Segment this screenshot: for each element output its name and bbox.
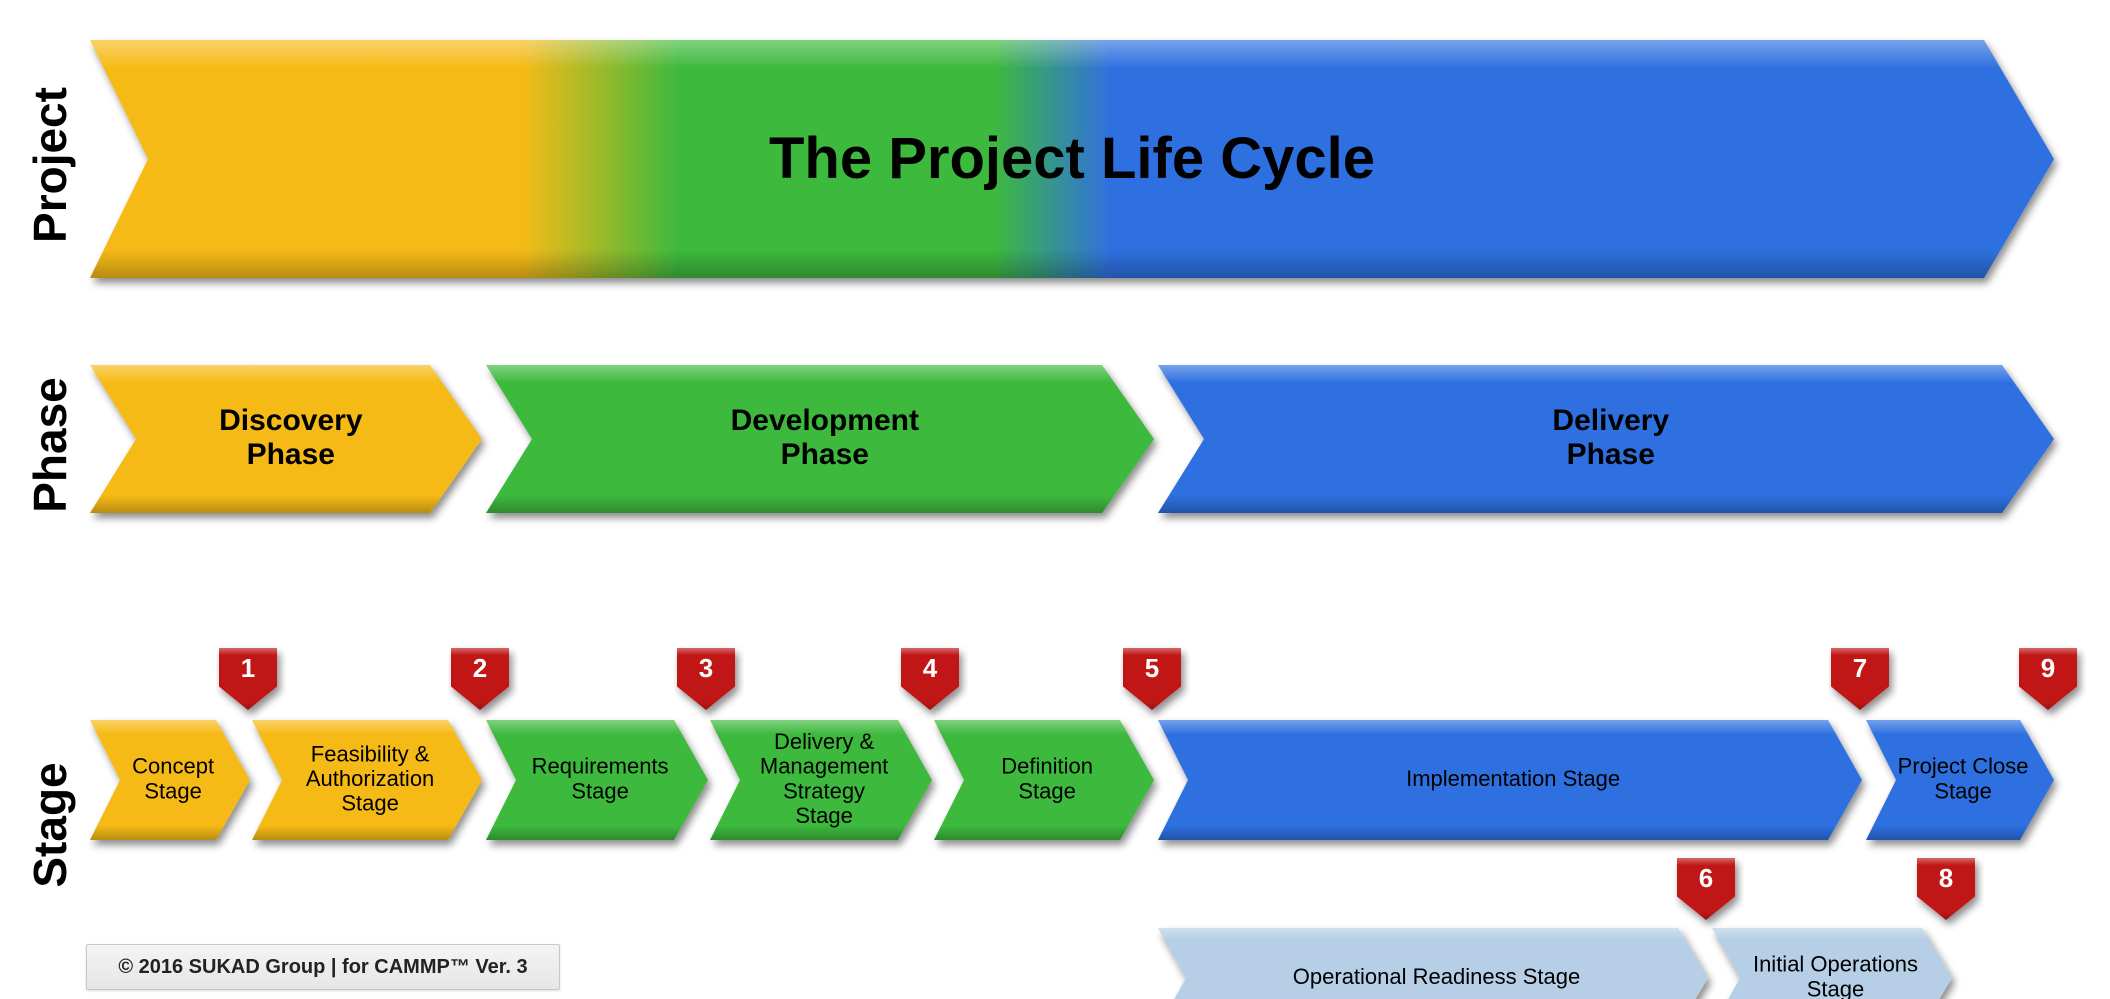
stage-op-readiness-label: Operational Readiness Stage [1293, 964, 1580, 989]
stage-implementation: Implementation Stage [1158, 720, 1862, 840]
badge-number: 9 [2041, 653, 2055, 683]
stage-initial-ops: Initial OperationsStage [1712, 928, 1952, 999]
diagram-canvas: The Project Life Cycle DiscoveryPhaseDev… [0, 0, 2110, 999]
badge-number: 6 [1699, 863, 1713, 893]
row-label-stage: Stage [23, 745, 77, 905]
stage-gate-badge-3: 3 [677, 648, 735, 710]
row-label-phase: Phase [23, 365, 77, 525]
stage-gate-badge-4: 4 [901, 648, 959, 710]
phase-discovery: DiscoveryPhase [90, 365, 482, 513]
row-label-project: Project [23, 85, 77, 245]
stage-gate-badge-9: 9 [2019, 648, 2077, 710]
project-title: The Project Life Cycle [769, 126, 1375, 191]
stage-gate-badge-7: 7 [1831, 648, 1889, 710]
badge-number: 4 [923, 653, 938, 683]
stage-dms: Delivery &ManagementStrategyStage [710, 720, 932, 840]
badge-number: 2 [473, 653, 487, 683]
stage-requirements: RequirementsStage [486, 720, 708, 840]
badge-number: 3 [699, 653, 713, 683]
phase-delivery-label: DeliveryPhase [1552, 404, 1669, 471]
stage-op-readiness: Operational Readiness Stage [1158, 928, 1708, 999]
stage-definition: DefinitionStage [934, 720, 1154, 840]
stage-gate-badge-6: 6 [1677, 858, 1735, 920]
badge-number: 8 [1939, 863, 1953, 893]
badge-number: 7 [1853, 653, 1867, 683]
phase-delivery: DeliveryPhase [1158, 365, 2054, 513]
stage-implementation-label: Implementation Stage [1406, 766, 1620, 791]
copyright-text: © 2016 SUKAD Group | for CAMMP™ Ver. 3 [118, 956, 527, 979]
stage-close: Project CloseStage [1866, 720, 2054, 840]
stage-feasibility: Feasibility &AuthorizationStage [252, 720, 482, 840]
badge-number: 1 [241, 653, 255, 683]
stage-gate-badge-2: 2 [451, 648, 509, 710]
copyright-badge: © 2016 SUKAD Group | for CAMMP™ Ver. 3 [86, 944, 560, 990]
stage-concept: ConceptStage [90, 720, 250, 840]
badge-number: 5 [1145, 653, 1159, 683]
diagram-svg: The Project Life Cycle DiscoveryPhaseDev… [0, 0, 2110, 999]
stage-gate-badge-8: 8 [1917, 858, 1975, 920]
phase-development: DevelopmentPhase [486, 365, 1154, 513]
stage-gate-badge-5: 5 [1123, 648, 1181, 710]
stage-concept-label: ConceptStage [132, 753, 214, 803]
stage-gate-badge-1: 1 [219, 648, 277, 710]
